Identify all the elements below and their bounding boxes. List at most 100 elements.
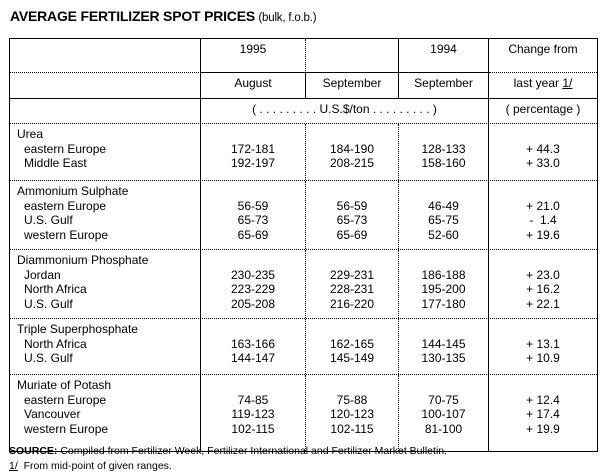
region-label: western Europe xyxy=(24,227,109,242)
cell-chg: + 33.0 xyxy=(526,156,560,170)
region-label: Vancouver xyxy=(24,407,81,421)
region-label: Middle East xyxy=(24,156,87,170)
header-row-units: ( . . . . . . . . . U.S.$/ton . . . . . … xyxy=(10,99,597,123)
source-text: Compiled from Fertilizer Week, Fertilize… xyxy=(60,445,448,457)
title-main: AVERAGE FERTILIZER SPOT PRICES xyxy=(10,8,255,24)
header-september-1995: September xyxy=(306,73,399,98)
column-label: Urea eastern Europe Middle East xyxy=(10,124,201,180)
cell-chg: + 22.1 xyxy=(526,296,560,311)
column-sep: 162-165 145-149 xyxy=(306,319,399,374)
cell-sep: 120-123 xyxy=(329,407,375,421)
cell-chg: + 12.4 xyxy=(526,392,560,407)
footnote: 1/ From mid-point of given ranges. xyxy=(9,460,172,472)
cell-aug: 102-115 xyxy=(231,421,275,436)
cell-sep: 208-215 xyxy=(329,156,375,170)
header-blank xyxy=(10,99,201,123)
group-name: Ammonium Sulphate xyxy=(17,184,129,198)
column-sep: 229-231 228-231 216-220 xyxy=(306,250,399,318)
cell-sep94: 177-180 xyxy=(421,296,466,311)
cell-chg: + 16.2 xyxy=(526,282,560,296)
cell-sep: 228-231 xyxy=(329,282,375,296)
region-label: Jordan xyxy=(24,267,61,282)
cell-chg: + 21.0 xyxy=(526,198,560,213)
group-name: Triple Superphosphate xyxy=(17,322,138,336)
cell-sep94: 186-188 xyxy=(421,267,466,282)
cell-aug: 230-235 xyxy=(230,267,276,282)
group-2: Diammonium Phosphate Jordan North Africa U.… xyxy=(10,249,597,318)
cell-chg: + 19.9 xyxy=(526,421,560,436)
cell-chg: + 13.1 xyxy=(526,336,560,351)
last-year-text: last year xyxy=(513,76,559,90)
header-august: August xyxy=(201,73,306,98)
source-label: SOURCE: xyxy=(9,445,58,457)
title-sub: (bulk, f.o.b.) xyxy=(258,12,317,24)
column-chg: + 13.1 + 10.9 xyxy=(489,319,597,374)
group-0: Urea eastern Europe Middle East 172-181 192… xyxy=(10,123,597,180)
column-aug: 230-235 223-229 205-208 xyxy=(201,250,306,318)
prices-table: 1995 1994 Change from August September S… xyxy=(9,38,598,452)
column-aug: 163-166 144-147 xyxy=(201,319,306,374)
column-aug: 172-181 192-197 xyxy=(201,124,306,180)
cell-aug: 223-229 xyxy=(230,282,276,296)
cell-sep94: 70-75 xyxy=(428,392,459,407)
cell-aug: 163-166 xyxy=(230,336,276,351)
column-sep: 184-190 208-215 xyxy=(306,124,399,180)
column-chg: + 23.0 + 16.2 + 22.1 xyxy=(489,250,597,318)
cell-aug: 144-147 xyxy=(230,351,276,365)
header-row-months: August September September last year 1/ xyxy=(10,73,597,99)
region-label: eastern Europe xyxy=(24,198,107,213)
region-label: U.S. Gulf xyxy=(24,213,73,227)
group-name: Urea xyxy=(17,127,44,141)
cell-aug: 119-123 xyxy=(231,407,275,421)
cell-sep94: 130-135 xyxy=(421,351,466,365)
cell-sep94: 65-75 xyxy=(428,213,459,227)
column-sep94: 46-49 65-75 52-60 xyxy=(399,181,489,249)
cell-aug: 56-59 xyxy=(237,198,269,213)
header-blank xyxy=(10,39,201,73)
footnote-marker: 1/ xyxy=(9,460,18,472)
cell-sep: 184-190 xyxy=(329,141,375,156)
cell-sep94: 158-160 xyxy=(421,156,466,170)
cell-chg: + 44.3 xyxy=(526,141,560,156)
cell-sep: 229-231 xyxy=(329,267,375,282)
cell-aug: 192-197 xyxy=(230,156,276,170)
percentage-unit: ( percentage ) xyxy=(505,102,581,116)
cell-sep: 102-115 xyxy=(330,421,374,436)
column-label: Muriate of Potash eastern Europe Vancouver… xyxy=(10,375,201,451)
column-chg: + 12.4 + 17.4 + 19.9 xyxy=(489,375,597,451)
column-sep94: 186-188 195-200 177-180 xyxy=(399,250,489,318)
region-label: U.S. Gulf xyxy=(24,296,73,311)
cell-sep: 56-59 xyxy=(336,198,368,213)
column-sep94: 70-75 100-107 81-100 xyxy=(399,375,489,451)
cell-sep: 145-149 xyxy=(329,351,375,365)
table-title: AVERAGE FERTILIZER SPOT PRICES (bulk, f.… xyxy=(10,8,317,24)
column-sep94: 128-133 158-160 xyxy=(399,124,489,180)
footnote-text: From mid-point of given ranges. xyxy=(23,460,172,472)
header-change-from: Change from xyxy=(489,39,597,73)
header-last-year: last year 1/ xyxy=(489,73,597,98)
header-blank xyxy=(10,73,201,98)
cell-sep94: 195-200 xyxy=(421,282,466,296)
cell-chg: + 17.4 xyxy=(526,407,560,421)
cell-sep94: 52-60 xyxy=(428,227,459,242)
cell-sep94: 46-49 xyxy=(428,198,459,213)
region-label: North Africa xyxy=(24,282,87,296)
header-blank-2 xyxy=(306,39,399,73)
column-aug: 56-59 65-73 65-69 xyxy=(201,181,306,249)
cell-aug: 205-208 xyxy=(230,296,276,311)
region-label: North Africa xyxy=(24,336,87,351)
cell-sep: 216-220 xyxy=(329,296,375,311)
column-chg: + 44.3 + 33.0 xyxy=(489,124,597,180)
cell-chg: + 10.9 xyxy=(526,351,560,365)
group-name: Diammonium Phosphate xyxy=(17,253,149,267)
usd-unit: ( . . . . . . . . . U.S.$/ton . . . . . … xyxy=(201,99,489,123)
source-note: SOURCE: Compiled from Fertilizer Week, F… xyxy=(9,445,447,457)
region-label: U.S. Gulf xyxy=(24,351,73,365)
group-1: Ammonium Sulphate eastern Europe U.S. Gulf… xyxy=(10,180,597,249)
cell-sep: 162-165 xyxy=(329,336,375,351)
cell-sep: 65-69 xyxy=(336,227,368,242)
cell-chg: - 1.4 xyxy=(529,213,557,227)
footnote-ref: 1/ xyxy=(562,76,573,90)
cell-sep94: 128-133 xyxy=(421,141,466,156)
region-label: eastern Europe xyxy=(24,141,107,156)
